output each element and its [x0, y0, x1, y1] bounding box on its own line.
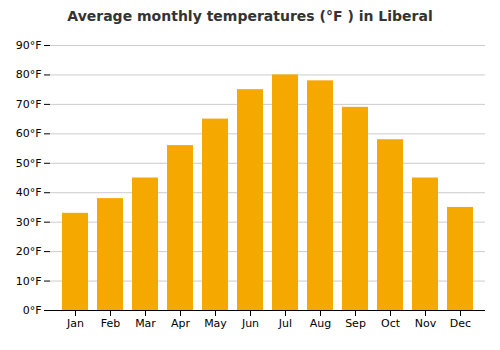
svg-text:70°F: 70°F — [16, 98, 42, 111]
svg-text:Oct: Oct — [381, 317, 401, 330]
svg-text:20°F: 20°F — [16, 245, 42, 258]
svg-text:40°F: 40°F — [16, 186, 42, 199]
svg-text:Feb: Feb — [101, 317, 120, 330]
svg-text:Nov: Nov — [415, 317, 437, 330]
html-text:Average monthly temperatures (: Average monthly temperatures (°F ) in Li… — [67, 8, 433, 24]
svg-text:Jan: Jan — [66, 317, 84, 330]
svg-text:50°F: 50°F — [16, 157, 42, 170]
svg-text:Sep: Sep — [345, 317, 366, 330]
svg-text:0°F: 0°F — [23, 304, 42, 317]
svg-text:60°F: 60°F — [16, 127, 42, 140]
svg-text:30°F: 30°F — [16, 216, 42, 229]
svg-text:Jun: Jun — [241, 317, 259, 330]
svg-text:Aug: Aug — [310, 317, 331, 330]
svg-text:Dec: Dec — [450, 317, 471, 330]
svg-text:Apr: Apr — [171, 317, 191, 330]
svg-text:Jul: Jul — [278, 317, 292, 330]
svg-text:May: May — [204, 317, 227, 330]
svg-text:80°F: 80°F — [16, 68, 42, 81]
svg-text:90°F: 90°F — [16, 39, 42, 52]
svg-text:10°F: 10°F — [16, 275, 42, 288]
svg-text:Mar: Mar — [135, 317, 156, 330]
